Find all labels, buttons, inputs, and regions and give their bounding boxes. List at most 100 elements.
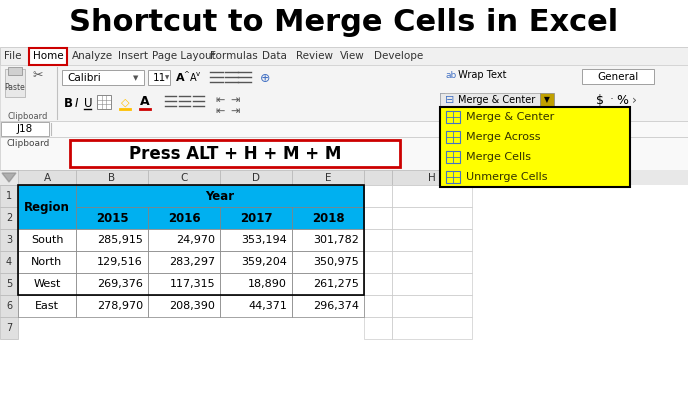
Text: 24,970: 24,970: [176, 235, 215, 245]
Bar: [148, 273, 220, 295]
Text: Merge Cells: Merge Cells: [466, 152, 531, 162]
Bar: [392, 295, 472, 317]
Text: 4: 4: [6, 257, 12, 267]
Text: Merge & Center: Merge & Center: [466, 112, 555, 122]
Bar: [5, 69, 25, 97]
Bar: [76, 207, 148, 229]
Bar: [440, 93, 540, 107]
Bar: [76, 185, 364, 207]
Text: ▼: ▼: [133, 75, 139, 81]
Bar: [292, 273, 364, 295]
Bar: [0, 65, 688, 121]
Bar: [292, 229, 364, 251]
Text: 6: 6: [6, 301, 12, 311]
Text: 2017: 2017: [239, 212, 272, 225]
Bar: [148, 70, 170, 85]
Bar: [97, 95, 111, 109]
Text: E: E: [325, 173, 331, 182]
Text: View: View: [340, 51, 365, 61]
Text: Year: Year: [206, 190, 235, 203]
Text: A: A: [140, 95, 150, 108]
Text: ·: ·: [610, 93, 614, 106]
Bar: [364, 170, 392, 185]
Bar: [292, 170, 364, 185]
Bar: [392, 207, 472, 229]
Bar: [76, 229, 148, 251]
Text: 2018: 2018: [312, 212, 344, 225]
Bar: [0, 295, 18, 317]
Text: Insert: Insert: [118, 51, 148, 61]
Text: 2016: 2016: [168, 212, 200, 225]
Text: ▼: ▼: [544, 95, 550, 104]
Text: 296,374: 296,374: [313, 301, 359, 311]
Text: 2: 2: [6, 213, 12, 223]
Text: ⇤: ⇤: [215, 95, 225, 105]
Bar: [0, 317, 18, 339]
Bar: [582, 69, 654, 84]
Text: 44,371: 44,371: [248, 301, 287, 311]
Text: ⊟: ⊟: [445, 95, 454, 105]
Text: Home: Home: [33, 51, 63, 61]
Text: Alignm: Alignm: [500, 147, 532, 156]
Bar: [0, 251, 18, 273]
Text: Page Layout: Page Layout: [152, 51, 216, 61]
Text: ⇥: ⇥: [230, 95, 239, 105]
Text: B: B: [64, 97, 73, 110]
Bar: [220, 273, 292, 295]
Text: 1: 1: [6, 191, 12, 201]
Text: C: C: [180, 173, 188, 182]
Text: 283,297: 283,297: [169, 257, 215, 267]
Bar: [0, 170, 688, 185]
Text: ⇥: ⇥: [230, 106, 239, 116]
Bar: [540, 93, 554, 107]
Bar: [18, 170, 76, 185]
Text: 359,204: 359,204: [241, 257, 287, 267]
Bar: [8, 67, 22, 75]
Bar: [392, 251, 472, 273]
Bar: [440, 107, 630, 187]
Text: 278,970: 278,970: [97, 301, 143, 311]
Bar: [0, 229, 18, 251]
Text: 208,390: 208,390: [169, 301, 215, 311]
Bar: [0, 185, 18, 207]
Bar: [76, 295, 148, 317]
Bar: [392, 185, 472, 207]
Bar: [76, 273, 148, 295]
Text: A: A: [190, 73, 197, 83]
Bar: [76, 251, 148, 273]
Text: ✂: ✂: [33, 69, 43, 82]
Text: Clipboard: Clipboard: [8, 112, 48, 121]
Text: H: H: [428, 173, 436, 182]
Bar: [18, 251, 76, 273]
Bar: [0, 121, 688, 137]
Text: Calibri: Calibri: [67, 73, 101, 83]
Text: I: I: [75, 97, 78, 110]
Bar: [446, 111, 460, 123]
Text: ⇤: ⇤: [215, 106, 225, 116]
Bar: [392, 317, 472, 339]
Text: ▼: ▼: [165, 76, 169, 80]
Bar: [220, 295, 292, 317]
Text: B: B: [109, 173, 116, 182]
Text: Unmerge Cells: Unmerge Cells: [466, 172, 548, 182]
Bar: [0, 137, 688, 170]
Text: Press ALT + H + M + M: Press ALT + H + M + M: [129, 145, 341, 162]
Text: Merge & Center: Merge & Center: [458, 95, 535, 105]
Text: 301,782: 301,782: [313, 235, 359, 245]
Text: Paste: Paste: [5, 82, 25, 91]
Bar: [392, 170, 472, 185]
Text: 129,516: 129,516: [97, 257, 143, 267]
Text: Review: Review: [296, 51, 333, 61]
Bar: [364, 273, 392, 295]
Bar: [292, 295, 364, 317]
Text: 353,194: 353,194: [241, 235, 287, 245]
Text: Data: Data: [262, 51, 287, 61]
Bar: [148, 207, 220, 229]
Bar: [76, 170, 148, 185]
Bar: [364, 295, 392, 317]
Bar: [446, 171, 460, 183]
Polygon shape: [2, 173, 16, 182]
Bar: [220, 170, 292, 185]
Text: Develope: Develope: [374, 51, 423, 61]
Text: A: A: [176, 73, 184, 83]
